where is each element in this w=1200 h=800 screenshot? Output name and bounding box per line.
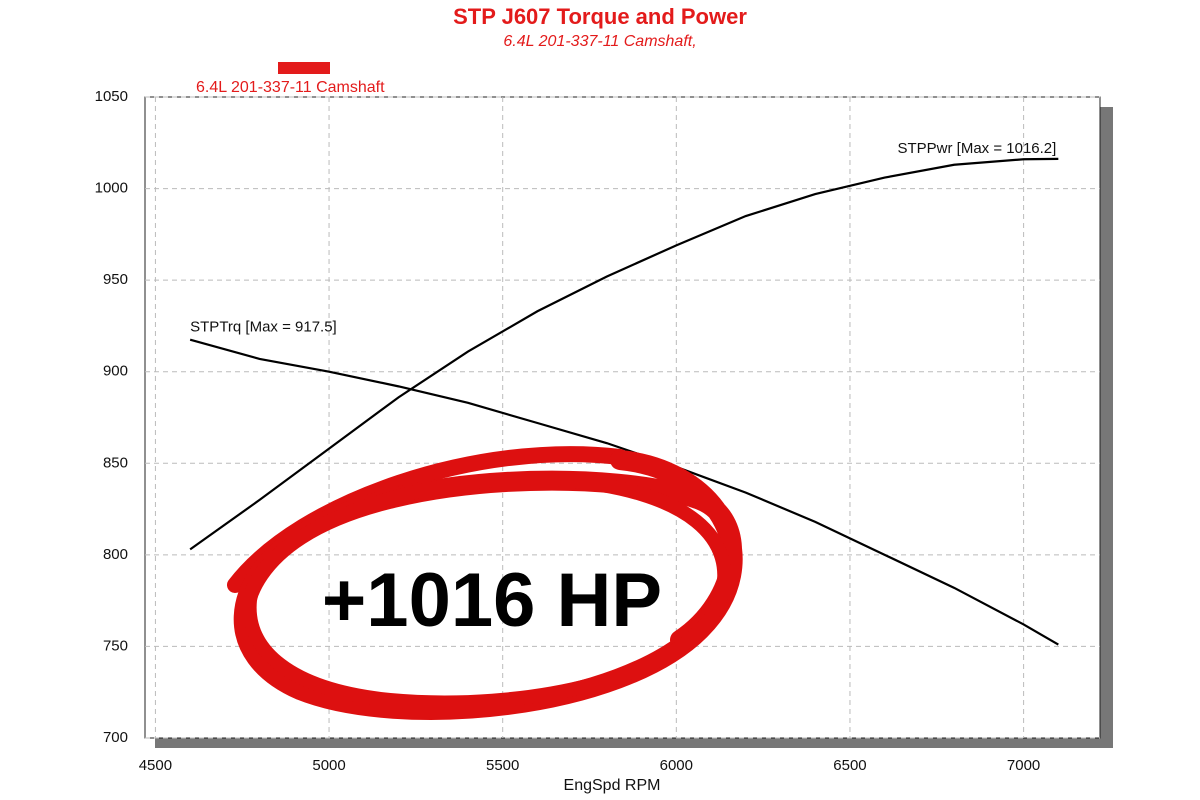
callout: +1016 HP [322,558,662,643]
x-tick-label: 5000 [312,757,345,774]
x-axis-label: EngSpd RPM [564,777,661,794]
y-tick-label: 700 [103,729,128,746]
y-tick-label: 900 [103,363,128,380]
y-tick-label: 950 [103,271,128,288]
y-tick-label: 1050 [95,88,128,105]
legend-label: 6.4L 201-337-11 Camshaft [196,79,385,96]
x-tick-label: 6500 [833,757,866,774]
plot-area [144,96,1101,739]
chart-subtitle: 6.4L 201-337-11 Camshaft, [503,33,696,50]
x-tick-label: 4500 [139,757,172,774]
x-tick-label: 7000 [1007,757,1040,774]
circle-scribble [227,446,743,720]
legend-swatch [278,62,330,74]
y-tick-label: 850 [103,454,128,471]
x-tick-label: 5500 [486,757,519,774]
x-tick-label: 6000 [660,757,693,774]
y-tick-label: 1000 [95,180,128,197]
y-tick-label: 800 [103,546,128,563]
series-label: STPPwr [Max = 1016.2] [897,140,1056,157]
series-label: STPTrq [Max = 917.5] [190,319,337,336]
chart-title: STP J607 Torque and Power [453,4,747,29]
series-line [189,157,1059,551]
y-tick-label: 750 [103,637,128,654]
